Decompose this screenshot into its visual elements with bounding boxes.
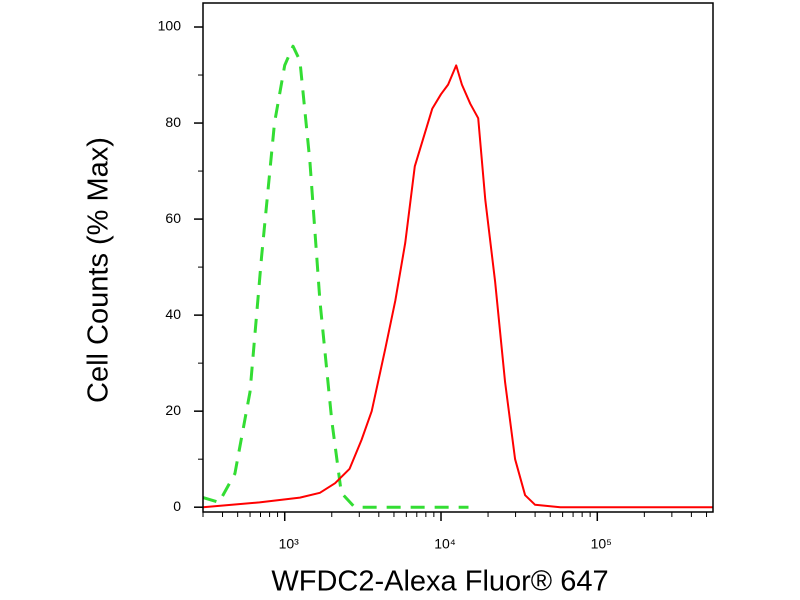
y-axis-title: Cell Counts (% Max) — [83, 137, 115, 403]
x-axis-title: WFDC2-Alexa Fluor® 647 — [271, 566, 608, 598]
y-tick-label: 40 — [165, 306, 181, 322]
y-tick-label: 20 — [165, 402, 181, 418]
plot-frame — [202, 2, 714, 513]
y-tick-label: 60 — [165, 210, 181, 226]
series-line — [202, 44, 469, 509]
series-line — [202, 64, 713, 509]
x-tick-label: 10⁴ — [434, 536, 456, 552]
y-tick-label: 0 — [173, 498, 181, 514]
x-tick-label: 10³ — [279, 536, 300, 552]
y-tick-label: 100 — [158, 18, 182, 34]
y-tick-label: 80 — [165, 114, 181, 130]
x-tick-label: 10⁵ — [591, 536, 612, 552]
